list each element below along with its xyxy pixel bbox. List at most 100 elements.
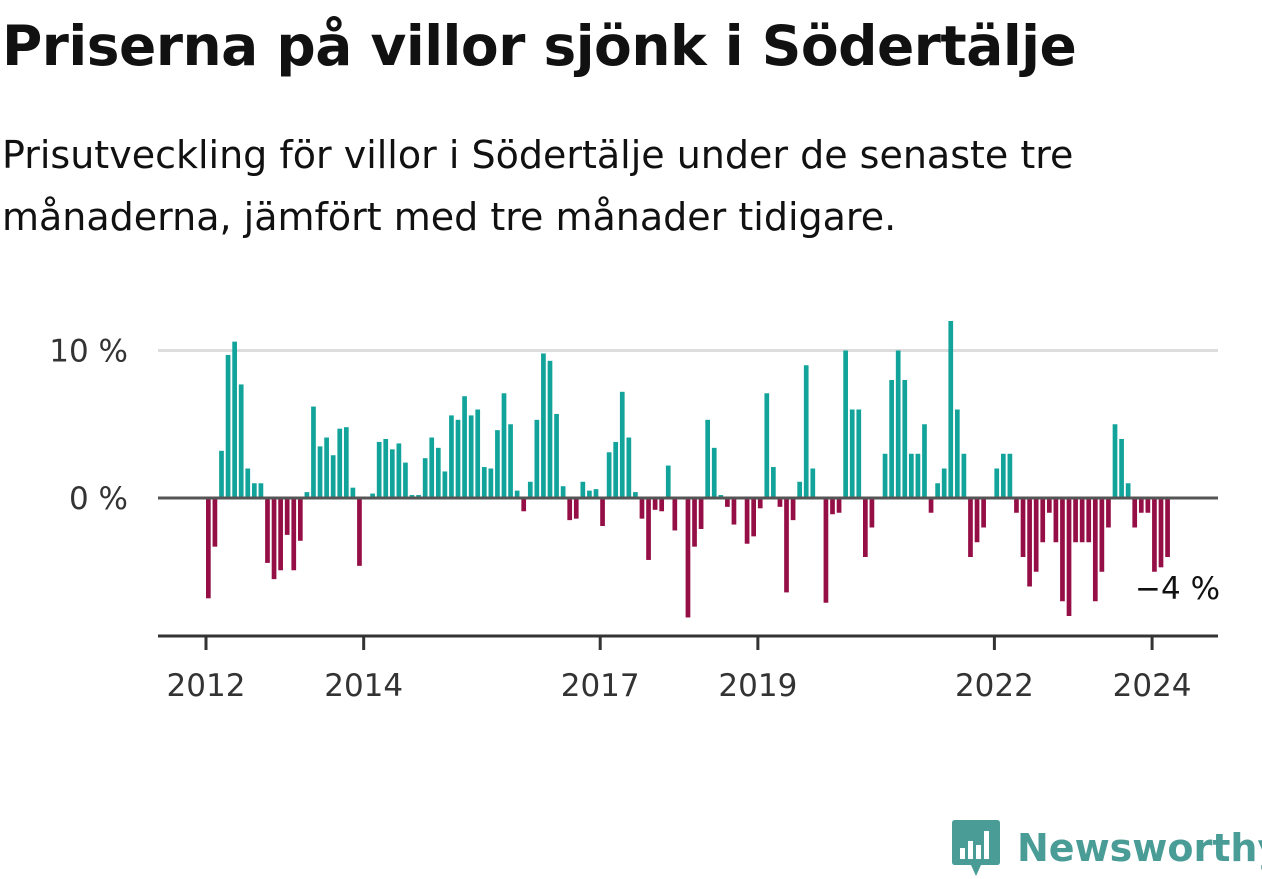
bar bbox=[994, 468, 1000, 498]
bar bbox=[403, 462, 408, 498]
bar bbox=[764, 393, 770, 498]
bar bbox=[376, 441, 382, 498]
bar bbox=[652, 498, 658, 510]
bar bbox=[771, 467, 776, 498]
bar bbox=[238, 384, 244, 498]
bar bbox=[665, 465, 671, 498]
bar bbox=[291, 498, 297, 571]
bar bbox=[265, 498, 270, 563]
bar bbox=[1119, 439, 1124, 498]
bar bbox=[744, 498, 750, 544]
bar bbox=[541, 353, 546, 498]
bar bbox=[455, 419, 461, 498]
bar bbox=[606, 452, 612, 498]
bar bbox=[935, 483, 940, 498]
bar bbox=[573, 498, 579, 519]
bar bbox=[429, 437, 435, 498]
bar bbox=[1033, 498, 1039, 572]
bar bbox=[961, 453, 967, 498]
bar bbox=[863, 498, 868, 557]
bar bbox=[422, 458, 428, 498]
bar bbox=[1165, 498, 1170, 557]
bar bbox=[1145, 498, 1151, 513]
bar bbox=[974, 498, 980, 543]
bar bbox=[1106, 498, 1111, 528]
bar bbox=[757, 498, 763, 509]
bar bbox=[1046, 498, 1052, 513]
bar bbox=[725, 498, 730, 507]
bar bbox=[981, 498, 986, 528]
bar bbox=[534, 419, 540, 498]
bar bbox=[692, 498, 697, 547]
bar bbox=[600, 498, 605, 527]
bar bbox=[547, 360, 553, 498]
bar bbox=[928, 498, 934, 513]
bar bbox=[396, 443, 402, 498]
bar bbox=[777, 498, 783, 507]
bar bbox=[567, 498, 573, 521]
bar bbox=[593, 489, 599, 498]
bar bbox=[587, 490, 592, 499]
bar bbox=[514, 490, 520, 499]
bar bbox=[370, 493, 375, 498]
bar bbox=[324, 437, 329, 498]
bar bbox=[449, 415, 454, 498]
bar bbox=[849, 409, 855, 498]
grid-layer bbox=[158, 349, 1218, 500]
bars-layer bbox=[206, 321, 1170, 618]
brand-name: Newsworthy bbox=[1017, 826, 1262, 870]
bar bbox=[350, 487, 356, 498]
labels-layer: 10 % 0 % 2012 2014 2017 2019 2022 2024 −4 % bbox=[49, 334, 1223, 705]
x-tick-label: 2022 bbox=[955, 668, 1034, 704]
bar bbox=[475, 409, 481, 498]
bar bbox=[968, 498, 973, 557]
bar bbox=[481, 467, 487, 498]
bar bbox=[895, 350, 901, 498]
bar bbox=[803, 365, 809, 498]
bar bbox=[1060, 498, 1065, 602]
bar bbox=[639, 498, 645, 519]
bar bbox=[1112, 424, 1118, 498]
bar bbox=[278, 498, 283, 571]
bar bbox=[1138, 498, 1144, 513]
bar bbox=[297, 498, 303, 541]
bar bbox=[495, 430, 500, 498]
bar bbox=[954, 409, 960, 498]
bar bbox=[560, 486, 566, 498]
bar bbox=[1158, 498, 1164, 568]
bar bbox=[1086, 498, 1092, 543]
bar bbox=[212, 498, 218, 547]
bar bbox=[1079, 498, 1085, 543]
bar bbox=[797, 481, 802, 498]
y-tick-label: 10 % bbox=[49, 334, 128, 370]
bar bbox=[304, 492, 310, 498]
bar bbox=[580, 481, 586, 498]
bar bbox=[554, 413, 559, 498]
bar bbox=[1066, 498, 1072, 616]
y-tick-label: 0 % bbox=[69, 481, 128, 517]
axis-layer bbox=[158, 496, 1218, 650]
bar bbox=[830, 498, 835, 515]
bar bbox=[784, 498, 789, 593]
bar bbox=[245, 468, 251, 498]
page-title: Priserna på villor sjönk i Södertälje bbox=[2, 14, 1077, 78]
bar bbox=[1125, 483, 1131, 498]
bar bbox=[672, 498, 678, 531]
bar bbox=[823, 498, 829, 603]
bar bbox=[685, 498, 691, 618]
bar-chart-logo-icon bbox=[952, 820, 1000, 876]
bar bbox=[232, 341, 237, 498]
bar bbox=[1000, 453, 1006, 498]
bar bbox=[751, 498, 757, 537]
bar bbox=[343, 427, 349, 498]
bar bbox=[922, 424, 927, 498]
x-tick-label: 2019 bbox=[718, 668, 797, 704]
bar bbox=[1092, 498, 1098, 602]
bar bbox=[705, 419, 711, 498]
bar bbox=[225, 354, 231, 498]
bar bbox=[251, 483, 257, 498]
bar bbox=[915, 453, 921, 498]
bar bbox=[311, 406, 316, 498]
bar bbox=[330, 455, 336, 498]
